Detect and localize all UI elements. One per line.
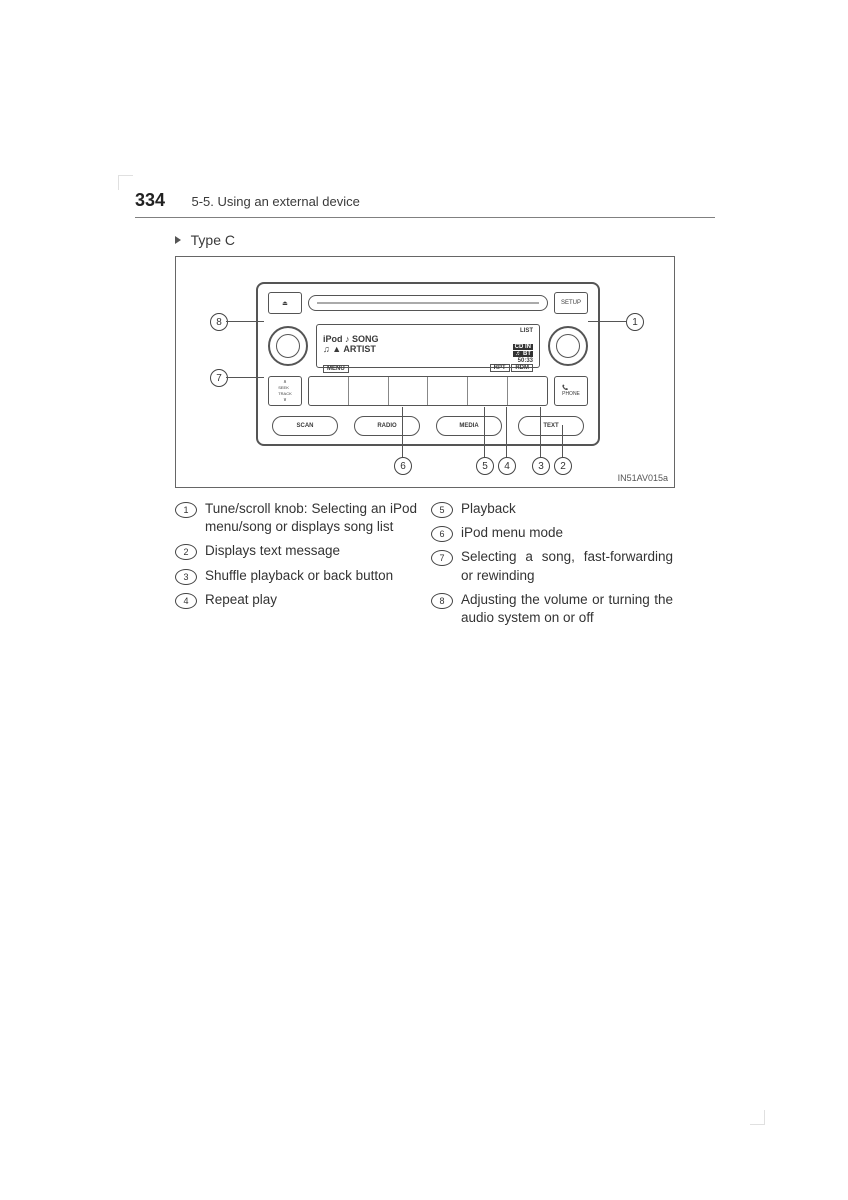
lcd-rdm: RDM [511,364,533,372]
legend-text-1: Tune/scroll knob: Selecting an iPod menu… [205,500,417,536]
lcd-menu: MENU [323,365,349,373]
setup-button: SETUP [554,292,588,314]
scan-button: SCAN [272,416,338,436]
preset-buttons [308,376,548,406]
legend-item-2: 2 Displays text message [175,542,417,560]
page-content: 334 5-5. Using an external device Type C… [135,190,715,633]
top-row: ⏏ SETUP [268,292,588,314]
legend-item-1: 1 Tune/scroll knob: Selecting an iPod me… [175,500,417,536]
crop-mark-br [750,1110,765,1125]
tune-knob [548,326,588,366]
seek-track-button: ∧ SEEK TRACK ∨ [268,376,302,406]
callout-7: 7 [210,369,228,387]
figure-box: ⏏ SETUP LIST iPod ♪ SONG ♫ ▲ ARTIST [175,256,675,488]
legend-num-8: 8 [431,593,453,609]
bottom-row: SCAN RADIO MEDIA TEXT [272,416,584,436]
legend-col-right: 5 Playback 6 iPod menu mode 7 Selecting … [431,500,673,633]
legend-item-7: 7 Selecting a song, fast-forwarding or r… [431,548,673,584]
legend: 1 Tune/scroll knob: Selecting an iPod me… [175,500,673,633]
legend-num-7: 7 [431,550,453,566]
legend-text-8: Adjusting the volume or turning the audi… [461,591,673,627]
crop-mark-tl [118,175,133,190]
legend-num-1: 1 [175,502,197,518]
media-button: MEDIA [436,416,502,436]
legend-col-left: 1 Tune/scroll knob: Selecting an iPod me… [175,500,417,633]
callout-5: 5 [476,457,494,475]
triangle-icon [175,236,181,244]
type-text: Type C [191,232,235,248]
callout-3: 3 [532,457,550,475]
section-title: 5-5. Using an external device [192,194,360,209]
radio-button: RADIO [354,416,420,436]
legend-item-5: 5 Playback [431,500,673,518]
type-label: Type C [175,232,715,248]
legend-text-2: Displays text message [205,542,417,560]
audio-head-unit: ⏏ SETUP LIST iPod ♪ SONG ♫ ▲ ARTIST [256,282,600,446]
lcd-rpt: RPT [490,364,510,372]
legend-num-5: 5 [431,502,453,518]
volume-knob [268,326,308,366]
legend-item-3: 3 Shuffle playback or back button [175,567,417,585]
figure-id: IN51AV015a [618,473,668,483]
lead-5 [484,407,485,457]
legend-item-4: 4 Repeat play [175,591,417,609]
legend-text-3: Shuffle playback or back button [205,567,417,585]
lcd-bt: ♬ BT [513,351,533,357]
legend-text-5: Playback [461,500,673,518]
callout-1: 1 [626,313,644,331]
callout-8: 8 [210,313,228,331]
lead-8 [226,321,264,322]
legend-text-6: iPod menu mode [461,524,673,542]
callout-6: 6 [394,457,412,475]
lcd-line1: iPod ♪ SONG [323,334,533,344]
mid-row: LIST iPod ♪ SONG ♫ ▲ ARTIST CD IN ♬ BT 5… [268,320,588,372]
legend-text-7: Selecting a song, fast-forwarding or rew… [461,548,673,584]
legend-num-6: 6 [431,526,453,542]
lcd-line2: ♫ ▲ ARTIST [323,344,376,365]
page-header: 334 5-5. Using an external device [135,190,715,218]
lead-3 [540,407,541,457]
cd-slot [308,295,548,311]
lead-7 [226,377,264,378]
callout-2: 2 [554,457,572,475]
lead-2 [562,425,563,457]
callout-4: 4 [498,457,516,475]
text-button: TEXT [518,416,584,436]
legend-text-4: Repeat play [205,591,417,609]
preset-row: ∧ SEEK TRACK ∨ 📞 PHONE [268,376,588,406]
eject-button: ⏏ [268,292,302,314]
lead-4 [506,407,507,457]
legend-num-2: 2 [175,544,197,560]
legend-num-4: 4 [175,593,197,609]
lead-1 [588,321,626,322]
legend-item-6: 6 iPod menu mode [431,524,673,542]
phone-button: 📞 PHONE [554,376,588,406]
lead-6 [402,407,403,457]
legend-item-8: 8 Adjusting the volume or turning the au… [431,591,673,627]
legend-num-3: 3 [175,569,197,585]
lcd-cdin: CD IN [513,344,533,350]
lcd-display: LIST iPod ♪ SONG ♫ ▲ ARTIST CD IN ♬ BT 5… [316,324,540,368]
page-number: 334 [135,190,165,211]
